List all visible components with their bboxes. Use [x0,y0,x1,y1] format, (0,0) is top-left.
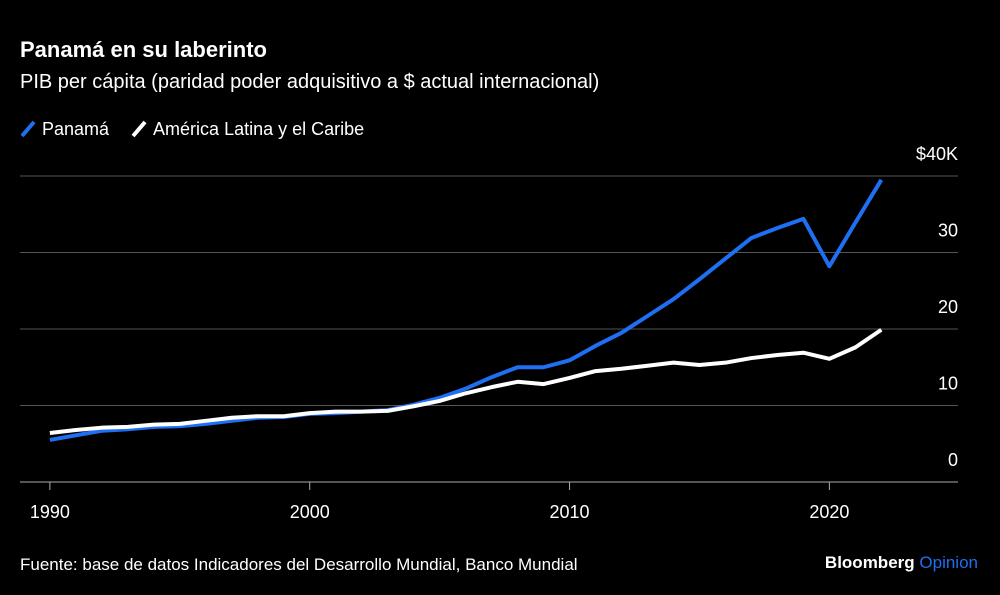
series-line [49,328,883,436]
chart-title: Panamá en su laberinto [20,37,267,62]
y-tick-label: 0 [948,450,958,470]
x-tick-label: 2000 [290,502,330,522]
legend-label: América Latina y el Caribe [153,119,364,139]
x-tick-label: 2010 [550,502,590,522]
y-tick-label: $40K [916,144,958,164]
y-tick-label: 20 [938,297,958,317]
brand-name: Bloomberg [825,553,915,572]
brand-section: Opinion [919,553,978,572]
x-tick-label: 2020 [809,502,849,522]
chart-subtitle: PIB per cápita (paridad poder adquisitiv… [20,71,599,93]
y-tick-label: 30 [938,221,958,241]
brand: Bloomberg Opinion [825,553,978,572]
legend-label: Panamá [42,119,110,139]
series-line [49,178,884,442]
y-tick-label: 10 [938,374,958,394]
legend-swatch [20,120,36,138]
legend-swatch [131,120,147,138]
source-note: Fuente: base de datos Indicadores del De… [20,555,578,574]
x-tick-label: 1990 [30,502,70,522]
